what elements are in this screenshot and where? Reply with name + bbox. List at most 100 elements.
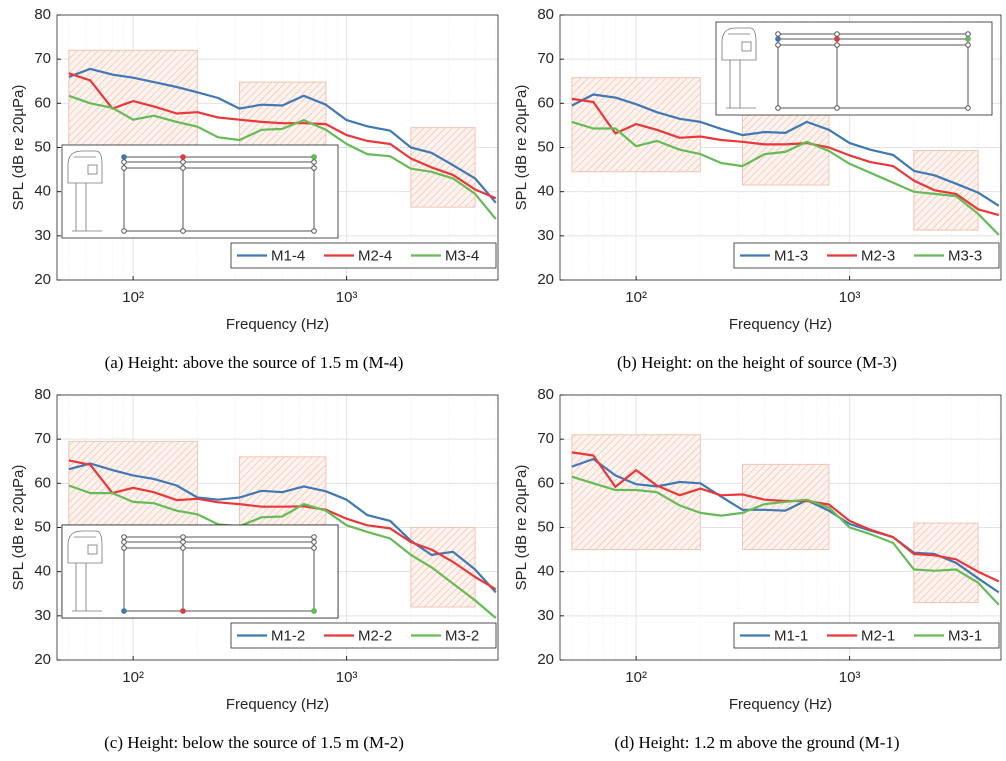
legend: M1-3 M2-3 M3-3: [733, 242, 1000, 269]
y-tick-label: 70: [537, 50, 554, 67]
legend-label: M3-1: [948, 627, 982, 644]
legend-label: M2-3: [861, 247, 895, 264]
node: [965, 42, 971, 48]
data-line: [571, 457, 1000, 594]
node: [180, 534, 186, 540]
node: [180, 228, 186, 234]
y-tick-label: 80: [537, 6, 554, 23]
node: [834, 31, 840, 37]
node: [965, 105, 971, 111]
node: [121, 159, 127, 165]
mic-dot: [311, 154, 317, 160]
node: [121, 165, 127, 171]
data-line: [68, 67, 497, 204]
legend-frame: [733, 622, 1000, 649]
highlight-region: [410, 527, 476, 608]
node: [180, 159, 186, 165]
x-tick-label: 10²: [122, 669, 144, 686]
y-tick-label: 30: [34, 607, 51, 624]
y-tick-label: 70: [34, 50, 51, 67]
caption: (b) Height: on the height of source (M-3…: [617, 353, 897, 372]
train-icon: [67, 530, 103, 612]
highlight-region: [571, 434, 701, 551]
y-tick-label: 70: [537, 430, 554, 447]
x-tick-label: 10²: [122, 289, 144, 306]
y-axis-label: SPL (dB re 20µPa): [10, 85, 27, 211]
panel: 20 30 40 50 60 70 80 10² 10³ Frequency (Hz) SPL (d…: [513, 386, 1002, 752]
node: [311, 159, 317, 165]
legend-frame: [733, 242, 1000, 269]
data-line: [68, 459, 497, 591]
legend-label: M2-1: [861, 627, 895, 644]
node: [311, 539, 317, 545]
x-tick-label: 10²: [625, 669, 647, 686]
inset: [61, 144, 339, 239]
y-tick-label: 50: [34, 518, 51, 535]
x-tick-label: 10²: [625, 289, 647, 306]
highlight-region: [913, 522, 979, 604]
data-line: [68, 72, 497, 200]
y-tick-label: 30: [537, 607, 554, 624]
y-tick-label: 30: [34, 227, 51, 244]
x-tick-label: 10³: [336, 669, 358, 686]
legend-label: M1-3: [774, 247, 808, 264]
legend: M1-1 M2-1 M3-1: [733, 622, 1000, 649]
legend-frame: [230, 242, 497, 269]
caption: (c) Height: below the source of 1.5 m (M…: [104, 733, 404, 752]
y-tick-label: 60: [537, 94, 554, 111]
y-tick-label: 30: [537, 227, 554, 244]
node: [311, 534, 317, 540]
mic-dot: [775, 36, 781, 42]
train-icon: [721, 27, 757, 109]
mic-dot: [834, 36, 840, 42]
highlight-region: [68, 440, 198, 533]
legend-label: M1-4: [271, 247, 305, 264]
x-axis-label: Frequency (Hz): [729, 316, 832, 333]
train-window: [741, 41, 752, 52]
inset-frame: [61, 144, 339, 239]
inset-frame: [61, 524, 339, 619]
mic-dot: [180, 608, 186, 614]
data-line: [68, 94, 497, 220]
legend-label: M2-2: [358, 627, 392, 644]
node: [121, 545, 127, 551]
x-tick-label: 10³: [839, 669, 861, 686]
y-tick-label: 50: [34, 138, 51, 155]
node: [311, 228, 317, 234]
train-window: [87, 544, 98, 555]
x-tick-label: 10³: [336, 289, 358, 306]
mic-dot: [311, 608, 317, 614]
data-line: [571, 120, 1000, 236]
x-tick-label: 10³: [839, 289, 861, 306]
y-tick-label: 80: [34, 6, 51, 23]
mic-dot: [121, 608, 127, 614]
legend: M1-4 M2-4 M3-4: [230, 242, 497, 269]
y-tick-label: 20: [537, 271, 554, 288]
node: [121, 539, 127, 545]
inset-frame: [715, 21, 993, 116]
node: [775, 31, 781, 37]
train-icon: [67, 150, 103, 232]
y-axis-label: SPL (dB re 20µPa): [513, 465, 530, 591]
inset: [715, 21, 993, 116]
highlight-region: [741, 111, 830, 186]
highlight-region: [410, 127, 476, 208]
node: [311, 165, 317, 171]
y-axis-label: SPL (dB re 20µPa): [513, 85, 530, 211]
node: [121, 534, 127, 540]
y-tick-label: 70: [34, 430, 51, 447]
data-line: [571, 93, 1000, 207]
y-tick-label: 50: [537, 138, 554, 155]
inset: [61, 524, 339, 619]
node: [834, 42, 840, 48]
caption: (a) Height: above the source of 1.5 m (M…: [105, 353, 404, 372]
y-tick-label: 20: [537, 651, 554, 668]
x-axis-label: Frequency (Hz): [729, 696, 832, 713]
node: [311, 545, 317, 551]
node: [775, 42, 781, 48]
node: [834, 105, 840, 111]
y-tick-label: 20: [34, 651, 51, 668]
y-tick-label: 50: [537, 518, 554, 535]
y-tick-label: 80: [34, 386, 51, 403]
